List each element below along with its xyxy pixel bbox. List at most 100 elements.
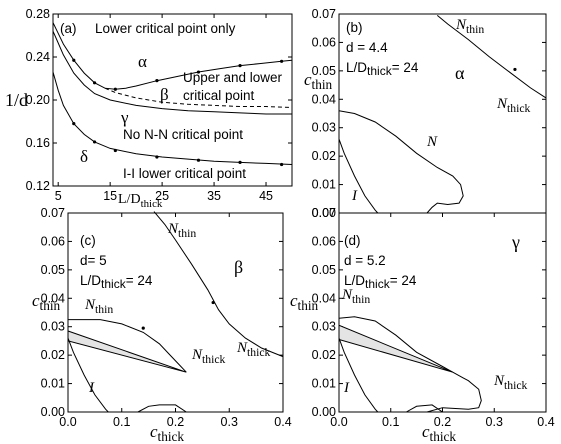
y-axis-label-sub: thin <box>298 298 319 313</box>
y-tick-label: 0.28 <box>26 7 50 21</box>
y-tick-label: 0.05 <box>41 263 65 277</box>
region-label: Lower critical point only <box>95 21 236 36</box>
x-tick-label: 0.4 <box>537 415 554 429</box>
y-tick-label: 0.02 <box>312 149 336 163</box>
y-tick-label: 0.02 <box>41 348 65 362</box>
y-axis-label-main: c <box>290 291 298 310</box>
phase-label-N-thick-main: N <box>493 373 505 389</box>
y-axis-label: 1/d <box>5 90 28 110</box>
region-label: Upper and lower <box>183 70 283 85</box>
phase-label-N-thick-sub: thick <box>202 353 226 366</box>
x-tick-label: 0.1 <box>382 415 399 429</box>
param-d: d = 4.4 <box>346 40 388 55</box>
phase-label-N-thick-right-main: N <box>236 340 248 356</box>
phase-label-N-thin-upper-sub: thin <box>178 227 196 240</box>
panel-d: 0.00 0.01 0.02 0.03 0.04 0.05 0.06 0.07 0.0 0.1 0.… <box>290 206 555 444</box>
phase-label-N-thick: Nthick <box>191 347 226 366</box>
plot-frame <box>52 13 293 187</box>
y-tick-label: 0.24 <box>26 50 50 64</box>
series-loop-line <box>68 319 187 373</box>
y-tick-label: 0.01 <box>41 377 65 391</box>
data-point <box>92 140 97 144</box>
phase-label-N-thin-main: N <box>341 287 353 303</box>
y-tick-label: 0.01 <box>312 178 336 192</box>
y-axis-label-sub: thin <box>312 77 333 92</box>
series-0-line <box>52 22 293 90</box>
y-tick-label: 0.03 <box>312 121 336 135</box>
region-label: critical point <box>183 88 255 103</box>
param-ratio-sub: thick <box>367 64 393 78</box>
region-beta: β <box>160 85 169 104</box>
phase-label-I: I <box>351 188 358 204</box>
region-label: I-I lower critical point <box>123 166 246 181</box>
phase-label-N-thin-main: N <box>455 17 467 33</box>
data-point <box>196 70 201 74</box>
phase-label-N-thick: Nthick <box>493 373 528 392</box>
y-tick-label: 0.20 <box>26 93 50 107</box>
phase-label-N-thick-main: N <box>496 96 508 112</box>
param-ratio: L/Dthick= 24 <box>344 273 417 291</box>
panel-a: 0.12 0.16 0.20 0.24 0.28 5 15 25 35 45 (a) Lower cr… <box>5 7 293 210</box>
param-ratio-main: L/D <box>344 273 365 288</box>
x-axis-label-sub: thick <box>430 429 457 444</box>
phase-label-N-thin-sub: thin <box>466 23 484 36</box>
y-tick-label: 0.07 <box>41 206 65 220</box>
phase-label-N-thin: Nthin <box>341 287 370 306</box>
phase-label-N-thick: Nthick <box>496 96 531 115</box>
phase-label-N-thin-main: N <box>84 297 96 313</box>
phase-symbol: β <box>234 257 243 277</box>
x-tick-label: 0.0 <box>330 415 347 429</box>
x-tick-label: 0.3 <box>486 415 503 429</box>
x-tick-label: 0.3 <box>221 415 238 429</box>
param-ratio-main: L/D <box>346 60 367 75</box>
y-tick-label: 0.00 <box>41 405 65 419</box>
data-point <box>238 64 242 68</box>
region-gamma: γ <box>120 108 129 127</box>
y-tick-label: 0.06 <box>41 234 65 248</box>
phase-symbol: γ <box>511 232 520 252</box>
data-point <box>211 300 215 305</box>
y-tick-label: 0.05 <box>312 64 336 78</box>
y-axis-label-main: c <box>32 291 40 310</box>
panel-label: (d) <box>344 233 361 248</box>
x-tick-label: 35 <box>207 189 221 203</box>
panel-label: (c) <box>80 233 96 248</box>
panel-b: 0.00 0.01 0.02 0.03 0.04 0.05 0.06 0.07 (b) d = 4… <box>304 7 547 220</box>
x-tick-label: 0.4 <box>274 415 291 429</box>
phase-symbol: α <box>455 63 465 83</box>
param-d: d = 5.2 <box>344 253 386 268</box>
x-tick-label: 25 <box>155 189 169 203</box>
phase-label-N-thick-sub: thick <box>507 102 531 115</box>
y-tick-label: 0.02 <box>312 348 336 362</box>
data-point <box>280 162 284 167</box>
series-lower-line <box>67 337 109 413</box>
panel-label: (b) <box>346 20 363 35</box>
x-tick-label: 0.1 <box>113 415 130 429</box>
y-axis-label: cthin <box>32 291 61 313</box>
y-axis-label-main: c <box>304 70 312 89</box>
data-point <box>196 158 201 162</box>
x-axis-label: cthick <box>422 422 456 444</box>
series-upper-line <box>153 211 284 358</box>
y-tick-label: 0.04 <box>41 291 65 305</box>
series-bump-line <box>406 404 443 413</box>
x-axis-label-main: c <box>150 422 158 441</box>
data-point <box>113 87 117 91</box>
phase-label-N-thin-sub: thin <box>95 303 113 316</box>
y-tick-label: 0.01 <box>312 377 336 391</box>
series-1-line <box>104 87 293 108</box>
param-ratio-sub: thick <box>365 277 391 291</box>
param-d: d= 5 <box>80 253 107 268</box>
x-axis-label-sub: thick <box>158 429 185 444</box>
region-label: No N-N critical point <box>123 127 243 142</box>
phase-label-N-thick-main: N <box>191 347 203 363</box>
param-ratio-val: = 24 <box>390 273 417 288</box>
y-tick-label: 0.16 <box>26 136 50 150</box>
data-point <box>280 59 284 63</box>
param-ratio: L/Dthick= 24 <box>346 60 419 78</box>
series-upper-line <box>338 316 482 413</box>
param-ratio-main: L/D <box>80 273 101 288</box>
y-tick-label: 0.04 <box>312 291 336 305</box>
x-axis-label: L/Dthick <box>118 192 163 210</box>
